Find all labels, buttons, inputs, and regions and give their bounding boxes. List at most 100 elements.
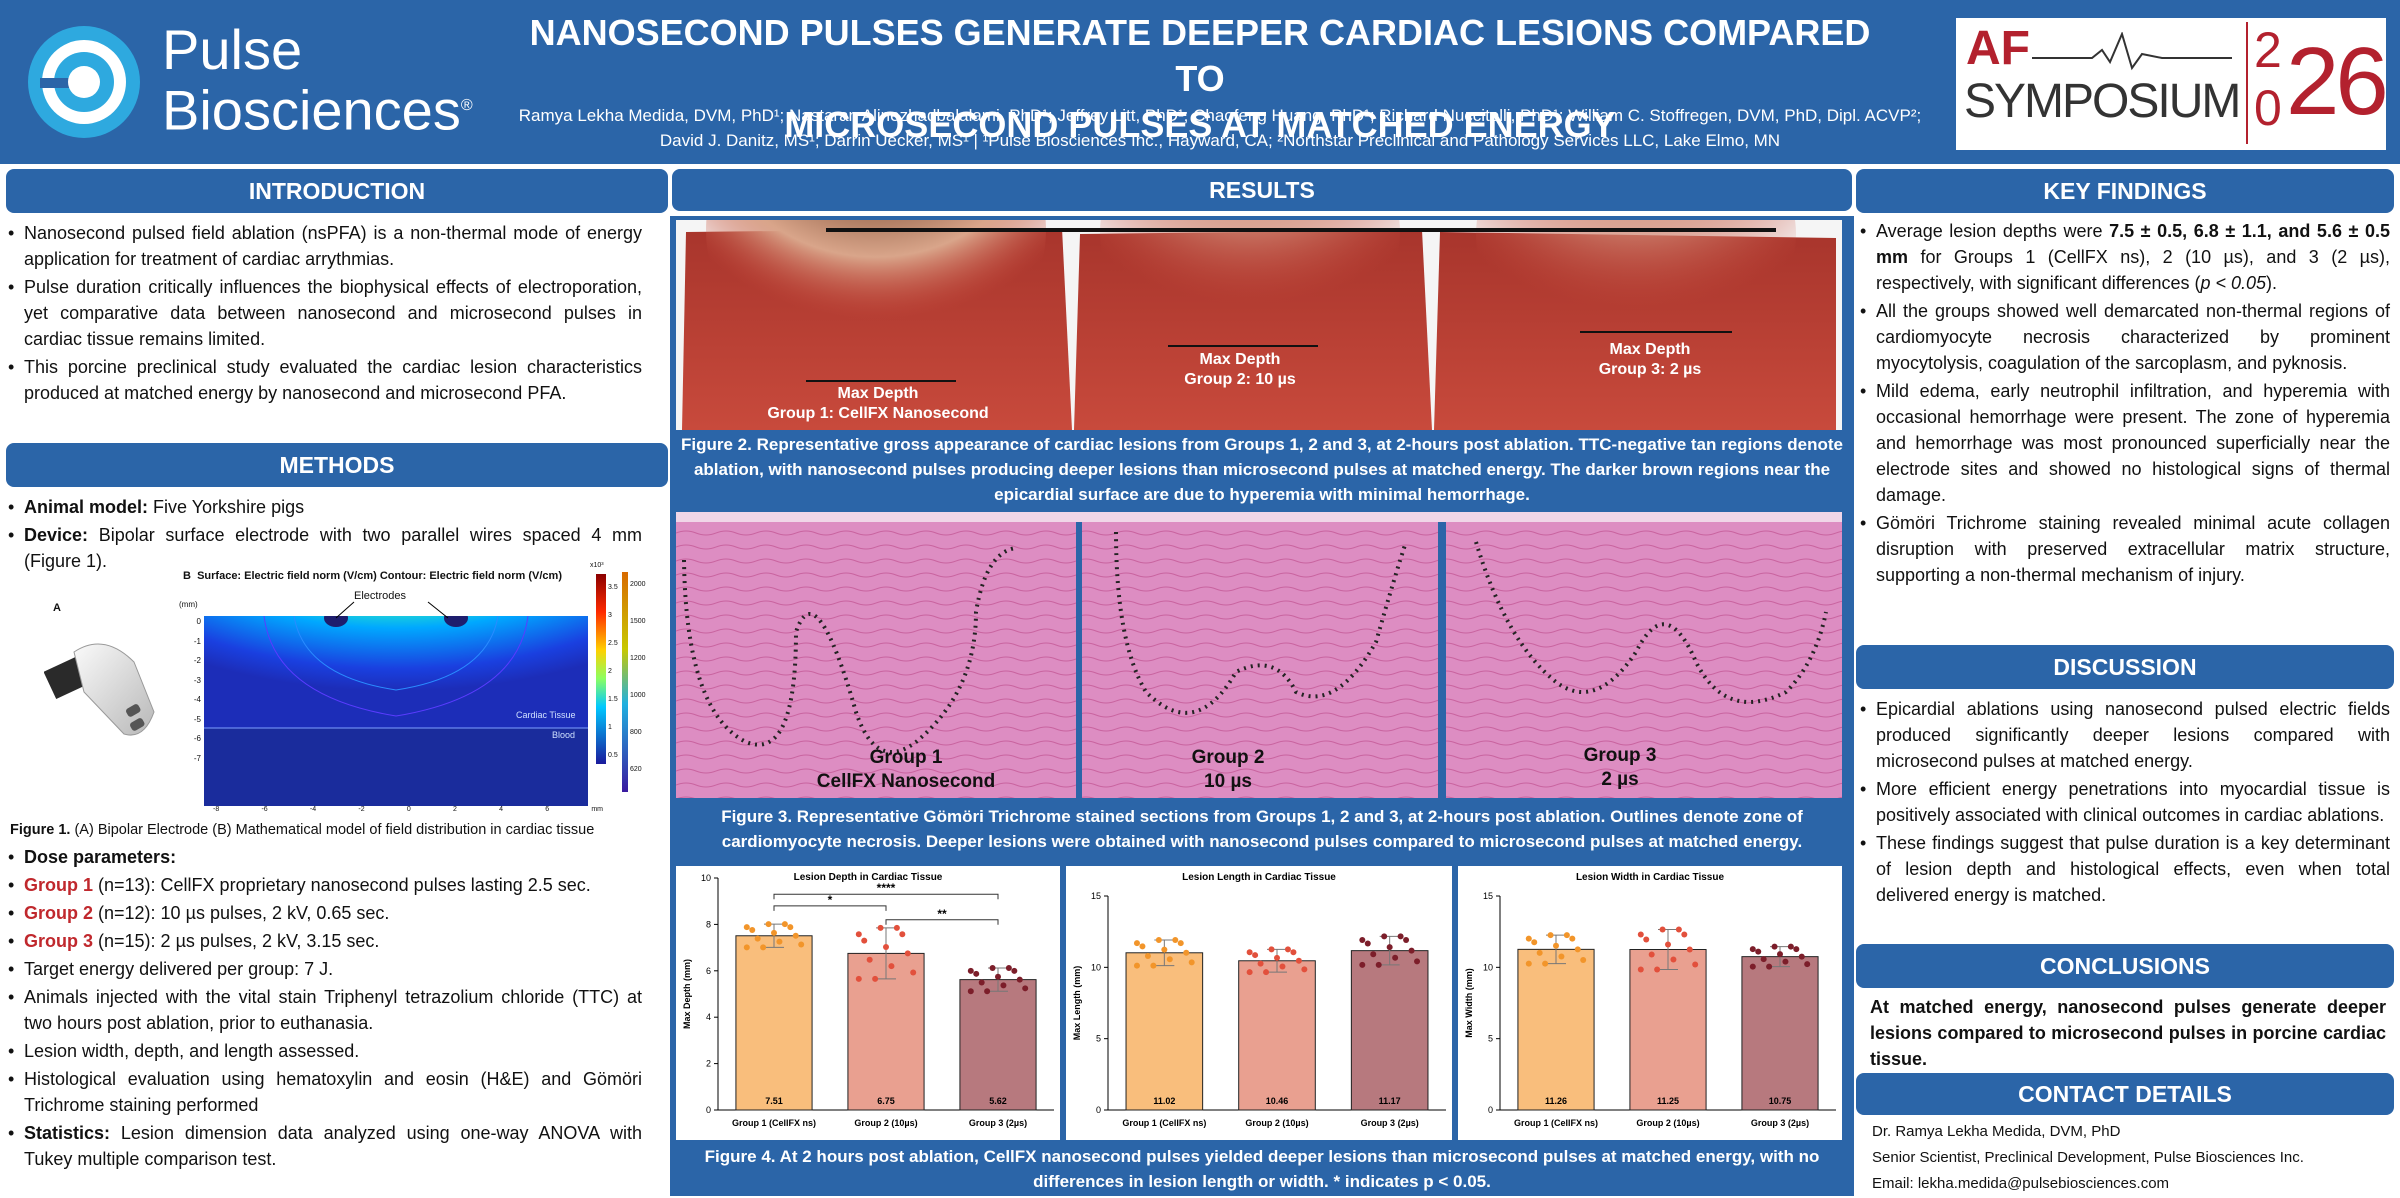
data-point [1804, 961, 1811, 968]
y-tick-label: 15 [1091, 891, 1101, 901]
data-point [760, 944, 767, 951]
data-point [1793, 946, 1800, 953]
intro-bullet: This porcine preclinical study evaluated… [8, 354, 642, 406]
conclusions-header: CONCLUSIONS [1856, 944, 2394, 988]
data-point [1386, 944, 1393, 951]
data-point [1301, 966, 1308, 973]
chart-title: Lesion Width in Cardiac Tissue [1576, 872, 1725, 883]
bar-value-label: 5.62 [989, 1096, 1007, 1106]
data-point [1659, 926, 1666, 933]
y-tick-label: 10 [701, 873, 711, 883]
x-tick-label: Group 2 (10µs) [1636, 1118, 1699, 1128]
dose-parameters: Dose parameters: [8, 844, 642, 870]
chart-title: Lesion Length in Cardiac Tissue [1182, 872, 1336, 883]
data-point [1525, 935, 1532, 942]
data-point [1295, 957, 1302, 964]
intro-bullet: Nanosecond pulsed field ablation (nsPFA)… [8, 220, 642, 272]
data-point [1692, 961, 1699, 968]
field-distribution-plot [204, 616, 588, 806]
data-point [1016, 976, 1023, 983]
data-point [1580, 957, 1587, 964]
significance-bracket [885, 919, 999, 925]
data-point [1408, 947, 1415, 954]
discussion-panel: Epicardial ablations using nanosecond pu… [1860, 696, 2390, 910]
data-point [1686, 946, 1693, 953]
x-tick-label: Group 3 (2µs) [1361, 1118, 1419, 1128]
data-point [1558, 953, 1565, 960]
hist-1-label: Group 1 CellFX Nanosecond [816, 747, 996, 792]
data-point [1188, 959, 1195, 966]
data-point [1637, 966, 1644, 973]
group-3-dose: Group 3 (n=15): 2 µs pulses, 2 kV, 3.15 … [8, 928, 642, 954]
gross-lesion-photos [676, 220, 1842, 430]
animal-model: Animal model: Five Yorkshire pigs [8, 494, 642, 520]
data-point [1370, 951, 1377, 958]
histology: Histological evaluation using hematoxyli… [8, 1066, 642, 1118]
bar [1629, 949, 1707, 1111]
data-point [765, 921, 772, 928]
poster-authors: Ramya Lekha Medida, DVM, PhD¹; Nastaran … [518, 106, 1922, 150]
contact-panel: Dr. Ramya Lekha Medida, DVM, PhD Senior … [1872, 1119, 2388, 1197]
contact-name: Dr. Ramya Lekha Medida, DVM, PhD [1872, 1123, 2121, 1140]
figure-1-caption: Figure 1. (A) Bipolar Electrode (B) Math… [10, 822, 595, 838]
intro-bullet: Pulse duration critically influences the… [8, 274, 642, 352]
bar-value-label: 10.46 [1266, 1096, 1289, 1106]
data-point [1749, 946, 1756, 953]
data-point [1787, 943, 1794, 950]
data-point [1563, 932, 1570, 939]
results-header: RESULTS [672, 169, 1852, 211]
ttc-stain: Animals injected with the vital stain Tr… [8, 984, 642, 1036]
data-point [1133, 962, 1140, 969]
bar [1741, 956, 1819, 1111]
data-point [1359, 961, 1366, 968]
data-point [792, 932, 799, 939]
length-chart: Lesion Length in Cardiac Tissue Max Lengt… [1066, 866, 1452, 1140]
poster-title: NANOSECOND PULSES GENERATE DEEPER CARDIA… [529, 12, 1871, 145]
methods-header: METHODS [6, 443, 668, 487]
figure-4-caption: Figure 4. At 2 hours post ablation, Cell… [704, 1147, 1820, 1191]
data-point [798, 941, 805, 948]
histology-sections [676, 512, 1842, 798]
figure-2-caption: Figure 2. Representative gross appearanc… [681, 435, 1843, 504]
data-point [1000, 982, 1007, 989]
data-point [1574, 946, 1581, 953]
photo-1-label: Max Depth Group 1: CellFX Nanosecond [767, 385, 989, 422]
data-point [1359, 936, 1366, 943]
data-point [1643, 936, 1650, 943]
discussion-bullet: More efficient energy penetrations into … [1860, 776, 2390, 828]
data-point [754, 935, 761, 942]
y-axis-label: Max Width (mm) [1464, 968, 1474, 1037]
data-point [771, 929, 777, 936]
data-point [1375, 961, 1382, 968]
data-point [1022, 985, 1029, 992]
hist-2-label: Group 2 10 µs [1191, 747, 1265, 792]
contact-header: CONTACT DETAILS [1856, 1073, 2394, 1115]
data-point [967, 988, 974, 995]
data-point [1257, 960, 1264, 967]
fig1-yticks: 0 -1 -2 -3 -4 -5 -6 -7 [193, 617, 201, 763]
colorbar-contour [622, 572, 628, 792]
length-chart-svg: Lesion Length in Cardiac Tissue Max Lengt… [1072, 872, 1446, 1128]
group-1-dose: Group 1 (n=13): CellFX proprietary nanos… [8, 872, 642, 898]
data-point [781, 921, 788, 928]
data-point [855, 931, 862, 938]
data-point [1166, 956, 1173, 963]
data-point [1798, 953, 1805, 960]
significance-bracket [773, 905, 887, 911]
y-tick-label: 5 [1488, 1034, 1493, 1044]
data-point [776, 938, 783, 945]
x-tick-label: Group 1 (CellFX ns) [1122, 1118, 1206, 1128]
bar [1238, 960, 1316, 1111]
data-point [1155, 936, 1162, 943]
data-point [1139, 943, 1146, 950]
group-2-dose: Group 2 (n=12): 10 µs pulses, 2 kV, 0.65… [8, 900, 642, 926]
data-point [1675, 926, 1682, 933]
y-tick-label: 4 [706, 1012, 711, 1022]
discussion-header: DISCUSSION [1856, 645, 2394, 689]
data-point [1397, 933, 1404, 940]
data-point [1284, 946, 1291, 953]
data-point [1290, 949, 1297, 956]
heartbeat-icon [2032, 32, 2232, 71]
bar [735, 935, 813, 1111]
significance-label: * [828, 893, 833, 907]
